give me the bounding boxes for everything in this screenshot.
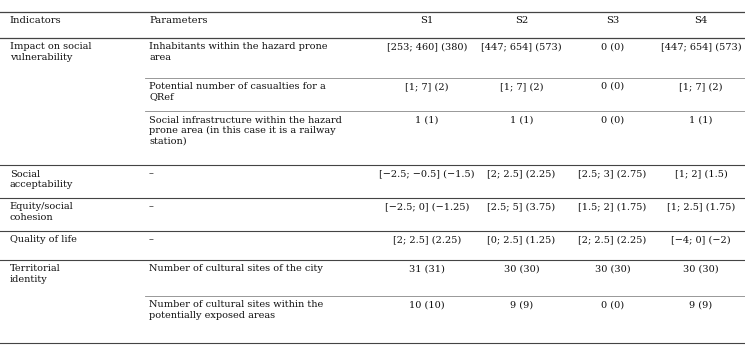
Text: [−2.5; 0] (−1.25): [−2.5; 0] (−1.25): [384, 202, 469, 211]
Text: 30 (30): 30 (30): [595, 264, 630, 273]
Text: 9 (9): 9 (9): [510, 300, 533, 309]
Text: Impact on social
vulnerability: Impact on social vulnerability: [10, 42, 91, 62]
Text: –: –: [149, 235, 154, 244]
Text: [447; 654] (573): [447; 654] (573): [481, 42, 562, 51]
Text: [447; 654] (573): [447; 654] (573): [661, 42, 741, 51]
Text: 0 (0): 0 (0): [600, 116, 624, 125]
Text: S4: S4: [694, 16, 708, 25]
Text: [1; 7] (2): [1; 7] (2): [405, 82, 448, 91]
Text: [2; 2.5] (2.25): [2; 2.5] (2.25): [578, 235, 647, 244]
Text: [2; 2.5] (2.25): [2; 2.5] (2.25): [393, 235, 461, 244]
Text: Social
acceptability: Social acceptability: [10, 169, 73, 189]
Text: Territorial
identity: Territorial identity: [10, 264, 60, 284]
Text: [2; 2.5] (2.25): [2; 2.5] (2.25): [487, 169, 556, 179]
Text: [253; 460] (380): [253; 460] (380): [387, 42, 467, 51]
Text: Potential number of casualties for a
QRef: Potential number of casualties for a QRe…: [149, 82, 326, 101]
Text: 0 (0): 0 (0): [600, 82, 624, 91]
Text: Social infrastructure within the hazard
prone area (in this case it is a railway: Social infrastructure within the hazard …: [149, 116, 342, 145]
Text: [−4; 0] (−2): [−4; 0] (−2): [671, 235, 731, 244]
Text: [1; 2] (1.5): [1; 2] (1.5): [675, 169, 727, 179]
Text: Quality of life: Quality of life: [10, 235, 77, 244]
Text: 0 (0): 0 (0): [600, 300, 624, 309]
Text: S1: S1: [420, 16, 434, 25]
Text: 0 (0): 0 (0): [600, 42, 624, 51]
Text: S2: S2: [515, 16, 528, 25]
Text: Inhabitants within the hazard prone
area: Inhabitants within the hazard prone area: [149, 42, 328, 62]
Text: 1 (1): 1 (1): [510, 116, 533, 125]
Text: [2.5; 3] (2.75): [2.5; 3] (2.75): [578, 169, 647, 179]
Text: Indicators: Indicators: [10, 16, 61, 25]
Text: 10 (10): 10 (10): [409, 300, 445, 309]
Text: –: –: [149, 202, 154, 211]
Text: 9 (9): 9 (9): [689, 300, 713, 309]
Text: Number of cultural sites within the
potentially exposed areas: Number of cultural sites within the pote…: [149, 300, 323, 320]
Text: [−2.5; −0.5] (−1.5): [−2.5; −0.5] (−1.5): [379, 169, 475, 179]
Text: [1; 2.5] (1.75): [1; 2.5] (1.75): [667, 202, 735, 211]
Text: [1; 7] (2): [1; 7] (2): [679, 82, 723, 91]
Text: [1.5; 2] (1.75): [1.5; 2] (1.75): [578, 202, 647, 211]
Text: S3: S3: [606, 16, 619, 25]
Text: –: –: [149, 169, 154, 179]
Text: 30 (30): 30 (30): [504, 264, 539, 273]
Text: [1; 7] (2): [1; 7] (2): [500, 82, 543, 91]
Text: Parameters: Parameters: [149, 16, 208, 25]
Text: Equity/social
cohesion: Equity/social cohesion: [10, 202, 74, 222]
Text: 1 (1): 1 (1): [689, 116, 713, 125]
Text: 30 (30): 30 (30): [683, 264, 719, 273]
Text: 1 (1): 1 (1): [415, 116, 439, 125]
Text: [0; 2.5] (1.25): [0; 2.5] (1.25): [487, 235, 556, 244]
Text: Number of cultural sites of the city: Number of cultural sites of the city: [149, 264, 323, 273]
Text: [2.5; 5] (3.75): [2.5; 5] (3.75): [487, 202, 556, 211]
Text: 31 (31): 31 (31): [409, 264, 445, 273]
